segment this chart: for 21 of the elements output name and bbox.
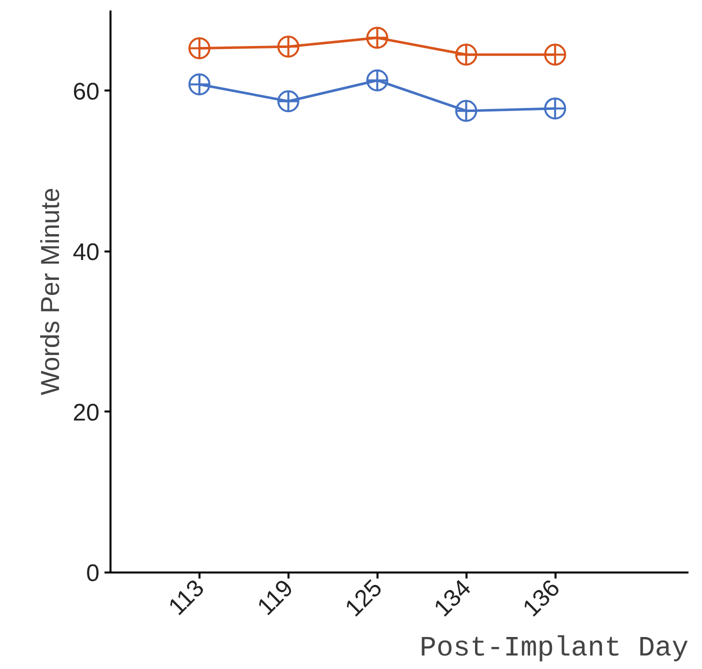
point (188, 37, 210, 60)
y-axis-title: Words Per Minute (34, 188, 65, 396)
point (455, 44, 478, 66)
y-tick-label: 60 (72, 78, 100, 106)
x-tick-label: 119 (252, 574, 299, 621)
point (544, 97, 566, 120)
point (544, 44, 566, 66)
point (277, 90, 300, 112)
point (366, 69, 388, 92)
point (366, 26, 388, 49)
point (277, 36, 300, 58)
x-tick-label: 136 (518, 574, 566, 622)
point (188, 73, 210, 96)
point (455, 100, 478, 122)
y-tick-label: 20 (72, 399, 100, 426)
x-tick-label: 113 (164, 574, 210, 621)
x-tick-label: 134 (429, 574, 476, 622)
x-axis-title: Post-Implant Day (420, 634, 688, 664)
y-tick-label: 40 (72, 238, 100, 266)
x-tick-label: 125 (340, 574, 388, 622)
y-tick-label: 0 (86, 560, 100, 587)
